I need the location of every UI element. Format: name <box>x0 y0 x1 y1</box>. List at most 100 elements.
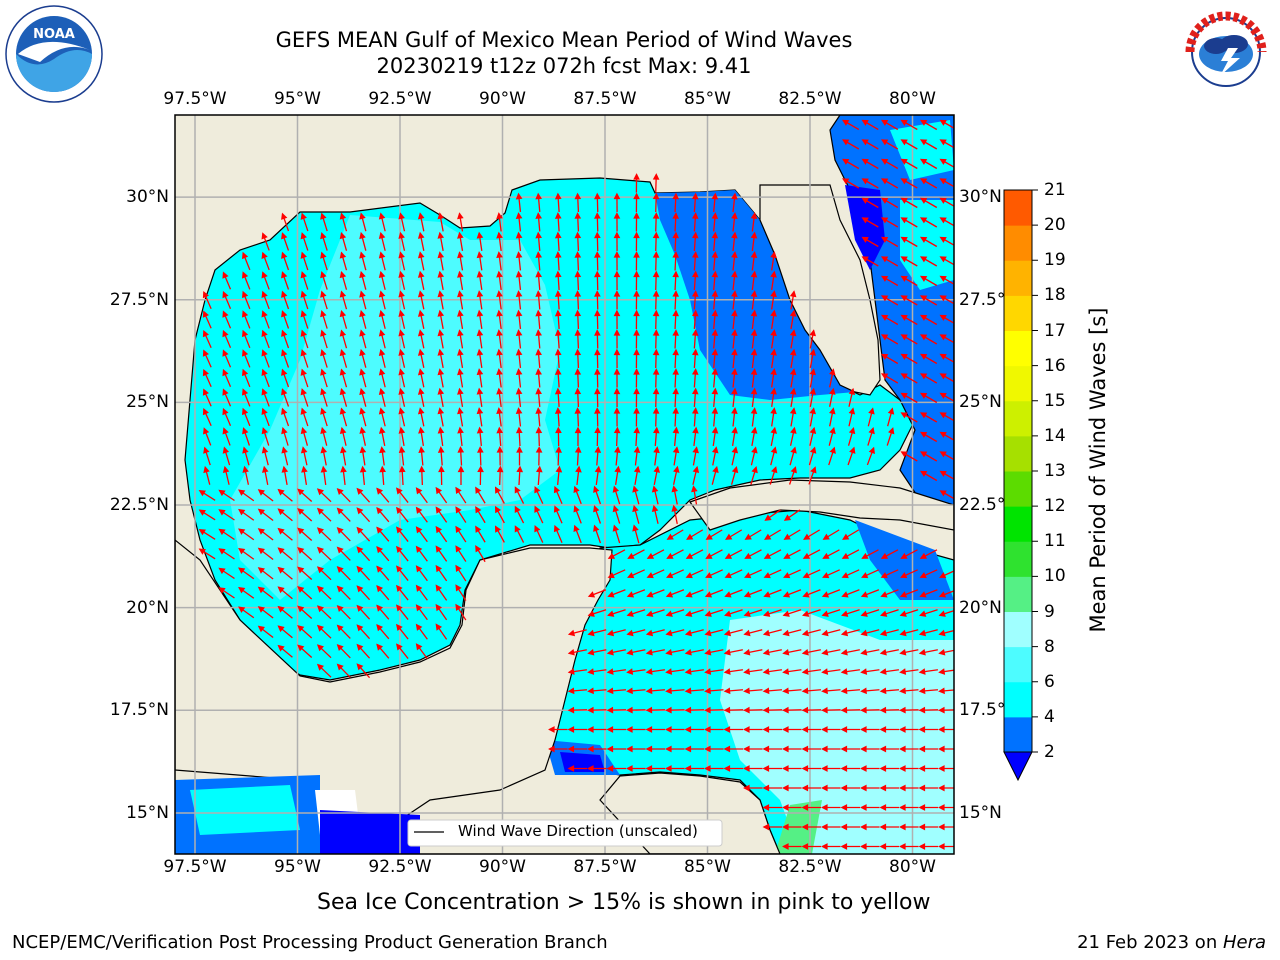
wind-arrow-head <box>222 388 229 396</box>
wind-arrow-head <box>691 212 699 219</box>
wind-arrow-head <box>457 407 464 415</box>
axis-tick-label: 90°W <box>479 857 526 877</box>
wind-arrow-head <box>222 310 229 318</box>
wind-arrow-head <box>359 465 367 473</box>
wind-arrow-head <box>919 158 928 165</box>
wind-arrow-head <box>645 668 653 675</box>
wind-arrow-head <box>763 591 771 598</box>
wind-arrow-head <box>626 649 634 656</box>
wind-arrow-head <box>633 309 640 317</box>
wind-arrow-head <box>281 310 288 318</box>
wind-arrow-head <box>789 407 797 415</box>
footer-left: NCEP/EMC/Verification Post Processing Pr… <box>12 932 608 953</box>
wind-arrow-head <box>782 629 790 637</box>
wind-arrow-head <box>514 505 521 514</box>
wind-arrow-head <box>574 329 582 336</box>
colorbar-segment <box>1004 716 1032 753</box>
wind-arrow-head <box>418 465 426 473</box>
wind-arrow-head <box>743 784 750 792</box>
wind-arrow-head <box>336 546 344 554</box>
wind-arrow-head <box>336 507 344 515</box>
wind-arrow-head <box>672 212 680 219</box>
wind-arrow-head <box>378 387 386 396</box>
wind-arrow-head <box>860 610 868 617</box>
wind-arrow-head <box>919 412 928 419</box>
chart-title: GEFS MEAN Gulf of Mexico Mean Period of … <box>275 28 853 52</box>
wind-arrow-head <box>900 139 908 146</box>
wind-arrow-head <box>356 546 364 554</box>
wind-arrow-head <box>261 329 268 338</box>
wind-arrow-head <box>222 349 229 357</box>
wind-arrow-head <box>395 506 403 515</box>
wind-arrow-head <box>633 387 640 395</box>
wind-arrow-head <box>222 368 229 377</box>
wind-arrow-head <box>899 706 906 714</box>
wind-arrow-head <box>848 407 856 415</box>
wind-arrow-head <box>477 446 484 453</box>
wind-arrow-head <box>457 368 464 376</box>
wind-arrow-head <box>685 572 693 579</box>
axis-tick-label: 17.5°N <box>109 700 169 721</box>
wind-arrow-head <box>840 804 848 811</box>
wind-arrow-head <box>496 407 503 415</box>
colorbar-segment <box>1004 611 1032 648</box>
wind-arrow-head <box>691 270 699 278</box>
wind-arrow-head <box>860 745 867 753</box>
wind-arrow-head <box>684 726 692 733</box>
wind-arrow-head <box>202 407 209 416</box>
wind-arrow-head <box>607 591 615 598</box>
wind-arrow-head <box>573 505 580 513</box>
wind-arrow-head <box>218 567 226 575</box>
wind-arrow-head <box>731 251 738 258</box>
wind-arrow-head <box>378 368 386 376</box>
wind-arrow-head <box>494 525 502 533</box>
wind-arrow-head <box>692 465 700 473</box>
wind-arrow-head <box>614 465 621 473</box>
wind-arrow-head <box>516 446 523 453</box>
wind-arrow-head <box>919 197 928 204</box>
wind-arrow-head <box>476 348 484 356</box>
wind-arrow-head <box>633 251 640 258</box>
wind-arrow-head <box>672 290 680 297</box>
wind-arrow-head <box>782 745 789 753</box>
wind-arrow-head <box>762 649 770 656</box>
wind-arrow-head <box>238 567 246 574</box>
wind-arrow-head <box>417 348 425 356</box>
wind-arrow-head <box>743 610 751 617</box>
wind-arrow-head <box>633 173 640 180</box>
wind-arrow-head <box>770 426 778 434</box>
wind-arrow-head <box>626 610 634 617</box>
wind-arrow-head <box>900 353 908 360</box>
wind-arrow-head <box>574 348 582 356</box>
wind-arrow-head <box>415 623 423 631</box>
wind-arrow-head <box>880 591 888 598</box>
wind-arrow-head <box>242 427 249 435</box>
wind-arrow-head <box>939 412 947 419</box>
wind-arrow-head <box>455 506 462 514</box>
wind-arrow-head <box>587 610 595 617</box>
wind-arrow-head <box>218 548 226 555</box>
wind-arrow-head <box>723 706 731 714</box>
wind-arrow-head <box>919 373 928 380</box>
wind-arrow-head <box>535 407 542 414</box>
wind-arrow-head <box>762 706 770 714</box>
wind-arrow-head <box>612 524 620 532</box>
wind-arrow-head <box>241 329 249 338</box>
wind-arrow-head <box>455 486 462 495</box>
wind-arrow-head <box>705 533 713 540</box>
wind-arrow-head <box>359 212 366 220</box>
wind-arrow-head <box>356 643 364 651</box>
wind-arrow-head <box>417 309 425 317</box>
wind-arrow-head <box>398 426 406 434</box>
wind-arrow-head <box>475 486 482 494</box>
wind-arrow-head <box>809 387 816 395</box>
wind-arrow-head <box>222 329 229 338</box>
wind-arrow-head <box>281 232 288 240</box>
wind-arrow-head <box>297 644 305 652</box>
wind-arrow-head <box>821 629 829 637</box>
wind-arrow-head <box>320 329 327 337</box>
wind-arrow-head <box>938 629 946 637</box>
wind-arrow-head <box>861 217 869 224</box>
colorbar-segment <box>1004 435 1032 472</box>
wind-arrow-head <box>860 804 867 811</box>
